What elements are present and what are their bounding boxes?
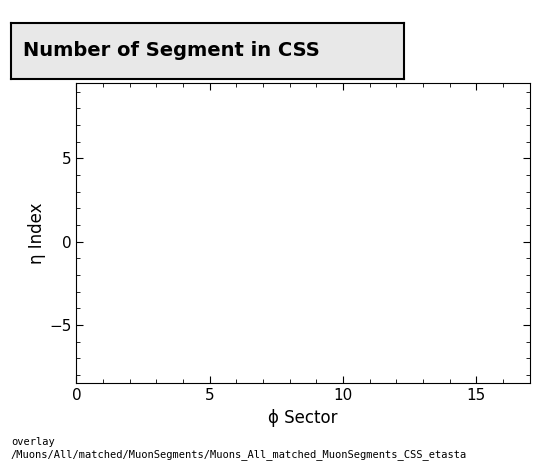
Text: overlay
/Muons/All/matched/MuonSegments/Muons_All_matched_MuonSegments_CSS_etast: overlay /Muons/All/matched/MuonSegments/…	[11, 437, 467, 460]
Y-axis label: η Index: η Index	[28, 202, 46, 264]
Text: Number of Segment in CSS: Number of Segment in CSS	[23, 41, 319, 61]
X-axis label: ϕ Sector: ϕ Sector	[268, 409, 338, 427]
